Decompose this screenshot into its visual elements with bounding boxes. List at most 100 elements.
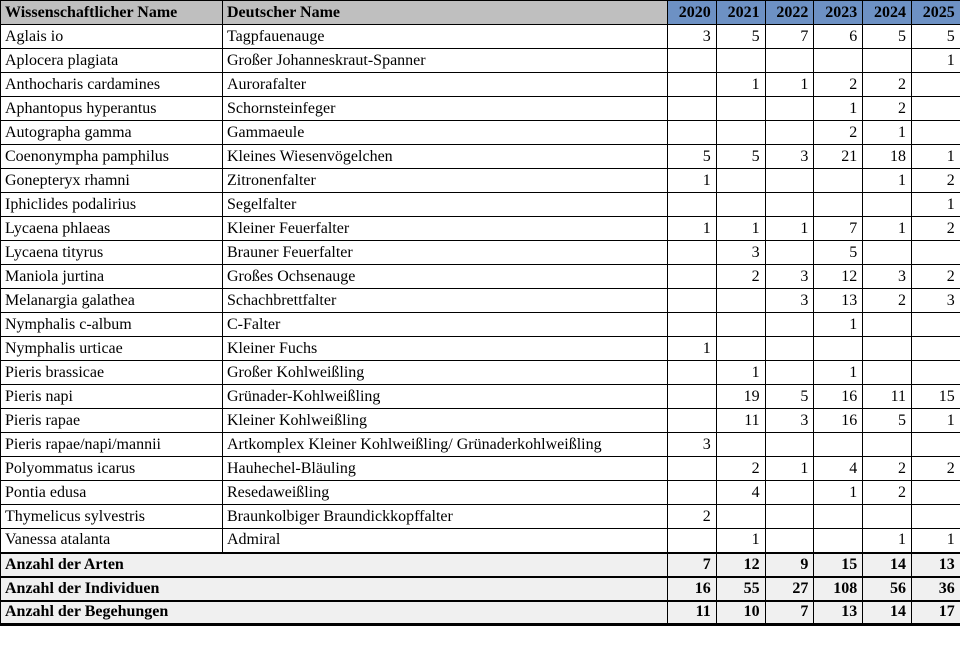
german-name-cell: Kleiner Fuchs <box>222 336 668 361</box>
year-count-cell: 3 <box>764 264 815 289</box>
species-observation-table: Wissenschaftlicher Name Deutscher Name 2… <box>0 0 960 626</box>
scientific-name-cell: Gonepteryx rhamni <box>0 168 223 193</box>
table-row: Maniola jurtina Großes Ochsenauge 2 3 12 3 2 <box>0 264 960 289</box>
year-count-cell: 2 <box>910 456 960 481</box>
year-count-cell: 5 <box>910 24 960 49</box>
table-row: Melanargia galathea Schachbrettfalter 3 13 2… <box>0 288 960 313</box>
year-count-cell: 7 <box>764 24 815 49</box>
year-count-cell: 2 <box>862 456 912 481</box>
scientific-name-cell: Pontia edusa <box>0 480 223 505</box>
scientific-name-cell: Thymelicus sylvestris <box>0 504 223 529</box>
year-count-cell: 15 <box>910 384 960 409</box>
scientific-name-cell: Pieris rapae/napi/mannii <box>0 432 223 457</box>
table-row: Lycaena phlaeas Kleiner Feuerfalter 1 1 1 7 1 2 <box>0 216 960 241</box>
year-count-cell <box>667 528 717 553</box>
scientific-name-cell: Polyommatus icarus <box>0 456 223 481</box>
german-name-cell: Schachbrettfalter <box>222 288 668 313</box>
year-count-cell <box>910 480 960 505</box>
scientific-name-cell: Lycaena phlaeas <box>0 216 223 241</box>
year-count-cell <box>764 240 815 265</box>
summary-count-cell: 27 <box>764 575 815 601</box>
column-header-year: 2021 <box>715 0 766 25</box>
scientific-name-cell: Melanargia galathea <box>0 288 223 313</box>
summary-count-cell: 7 <box>764 599 815 625</box>
year-count-cell: 3 <box>910 288 960 313</box>
table-row: Polyommatus icarus Hauhechel-Bläuling 2 1 4 2… <box>0 456 960 481</box>
year-count-cell: 3 <box>715 240 766 265</box>
year-count-cell <box>715 312 766 337</box>
summary-count-cell: 11 <box>667 599 717 625</box>
table-row: Pieris napi Grünader-Kohlweißling 19 5 16 11 1… <box>0 384 960 409</box>
table-row: Aphantopus hyperantus Schornsteinfeger 1 2 <box>0 96 960 121</box>
year-count-cell: 2 <box>862 288 912 313</box>
scientific-name-cell: Autographa gamma <box>0 120 223 145</box>
year-count-cell: 5 <box>667 144 717 169</box>
year-count-cell: 1 <box>667 336 717 361</box>
year-count-cell <box>910 96 960 121</box>
summary-count-cell: 14 <box>862 599 912 625</box>
year-count-cell: 5 <box>862 408 912 433</box>
year-count-cell <box>667 312 717 337</box>
year-count-cell: 2 <box>715 264 766 289</box>
scientific-name-cell: Lycaena tityrus <box>0 240 223 265</box>
summary-count-cell: 56 <box>862 575 912 601</box>
year-count-cell: 2 <box>715 456 766 481</box>
year-count-cell: 3 <box>862 264 912 289</box>
scientific-name-cell: Coenonympha pamphilus <box>0 144 223 169</box>
year-count-cell <box>715 192 766 217</box>
german-name-cell: Tagpfauenauge <box>222 24 668 49</box>
summary-label-cell: Anzahl der Begehungen <box>0 599 668 625</box>
german-name-cell: Aurorafalter <box>222 72 668 97</box>
german-name-cell: Großer Johanneskraut-Spanner <box>222 48 668 73</box>
year-count-cell: 1 <box>715 360 766 385</box>
scientific-name-cell: Pieris napi <box>0 384 223 409</box>
year-count-cell <box>667 384 717 409</box>
year-count-cell <box>764 192 815 217</box>
table-row: Pontia edusa Resedaweißling 4 1 2 <box>0 480 960 505</box>
year-count-cell: 2 <box>910 168 960 193</box>
year-count-cell: 1 <box>813 312 864 337</box>
year-count-cell <box>910 432 960 457</box>
year-count-cell <box>667 456 717 481</box>
year-count-cell <box>667 96 717 121</box>
summary-count-cell: 15 <box>813 551 864 577</box>
scientific-name-cell: Aphantopus hyperantus <box>0 96 223 121</box>
year-count-cell <box>910 504 960 529</box>
column-header-scientific-name: Wissenschaftlicher Name <box>0 0 223 25</box>
year-count-cell <box>715 336 766 361</box>
year-count-cell: 1 <box>813 480 864 505</box>
year-count-cell: 2 <box>813 72 864 97</box>
summary-label-cell: Anzahl der Arten <box>0 551 668 577</box>
year-count-cell <box>862 504 912 529</box>
year-count-cell <box>813 432 864 457</box>
year-count-cell <box>910 312 960 337</box>
table-row: Thymelicus sylvestris Braunkolbiger Braun… <box>0 504 960 529</box>
year-count-cell <box>715 48 766 73</box>
year-count-cell <box>715 432 766 457</box>
year-count-cell: 1 <box>667 168 717 193</box>
year-count-cell: 2 <box>862 72 912 97</box>
summary-count-cell: 13 <box>910 551 960 577</box>
year-count-cell <box>813 336 864 361</box>
year-count-cell: 4 <box>715 480 766 505</box>
year-count-cell <box>667 120 717 145</box>
year-count-cell: 2 <box>910 264 960 289</box>
year-count-cell <box>667 264 717 289</box>
year-count-cell: 2 <box>813 120 864 145</box>
table-row: Anthocharis cardamines Aurorafalter 1 1 2 2 <box>0 72 960 97</box>
year-count-cell <box>667 72 717 97</box>
table-row: Coenonympha pamphilus Kleines Wiesenvögel… <box>0 144 960 169</box>
year-count-cell: 3 <box>764 288 815 313</box>
german-name-cell: Admiral <box>222 528 668 553</box>
year-count-cell <box>862 240 912 265</box>
year-count-cell: 1 <box>667 216 717 241</box>
year-count-cell: 1 <box>813 96 864 121</box>
table-row: Autographa gamma Gammaeule 2 1 <box>0 120 960 145</box>
year-count-cell <box>764 168 815 193</box>
summary-count-cell: 13 <box>813 599 864 625</box>
year-count-cell <box>764 480 815 505</box>
year-count-cell <box>813 48 864 73</box>
table-row: Nymphalis c-album C-Falter 1 <box>0 312 960 337</box>
year-count-cell <box>715 96 766 121</box>
year-count-cell <box>862 432 912 457</box>
